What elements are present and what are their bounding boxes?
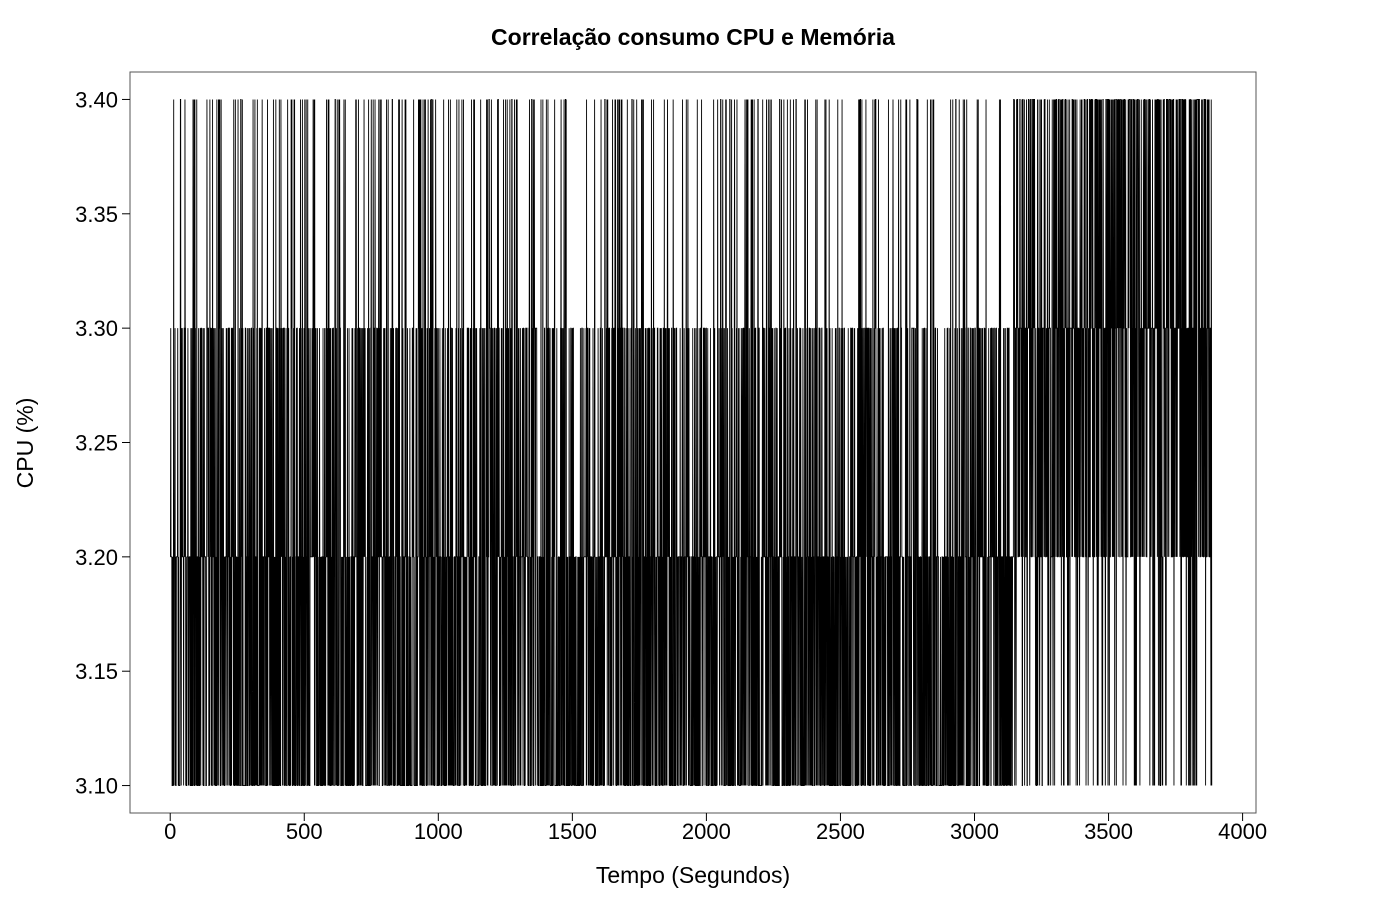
x-tick-label: 2000 — [682, 819, 731, 844]
chart-title: Correlação consumo CPU e Memória — [491, 24, 895, 50]
y-tick-label: 3.30 — [75, 316, 118, 341]
x-tick-label: 500 — [286, 819, 323, 844]
x-tick-label: 4000 — [1218, 819, 1267, 844]
y-tick-label: 3.40 — [75, 87, 118, 112]
x-tick-label: 1000 — [414, 819, 463, 844]
plot-area — [170, 98, 1213, 787]
y-tick-label: 3.35 — [75, 202, 118, 227]
series-line — [170, 98, 1213, 787]
y-tick-label: 3.15 — [75, 659, 118, 684]
x-axis-label: Tempo (Segundos) — [596, 862, 790, 888]
x-axis: 0 500 1000 1500 2000 2500 3000 3500 4000 — [164, 813, 1267, 844]
x-tick-label: 1500 — [548, 819, 597, 844]
series-cpu — [170, 98, 1213, 787]
y-tick-label: 3.20 — [75, 545, 118, 570]
x-tick-label: 3000 — [950, 819, 999, 844]
x-tick-label: 2500 — [816, 819, 865, 844]
y-axis-label: CPU (%) — [12, 398, 38, 489]
x-tick-label: 3500 — [1084, 819, 1133, 844]
x-tick-label: 0 — [164, 819, 176, 844]
y-tick-label: 3.25 — [75, 431, 118, 456]
y-tick-label: 3.10 — [75, 774, 118, 799]
y-axis: 3.10 3.15 3.20 3.25 3.30 3.35 3.40 — [75, 87, 130, 799]
